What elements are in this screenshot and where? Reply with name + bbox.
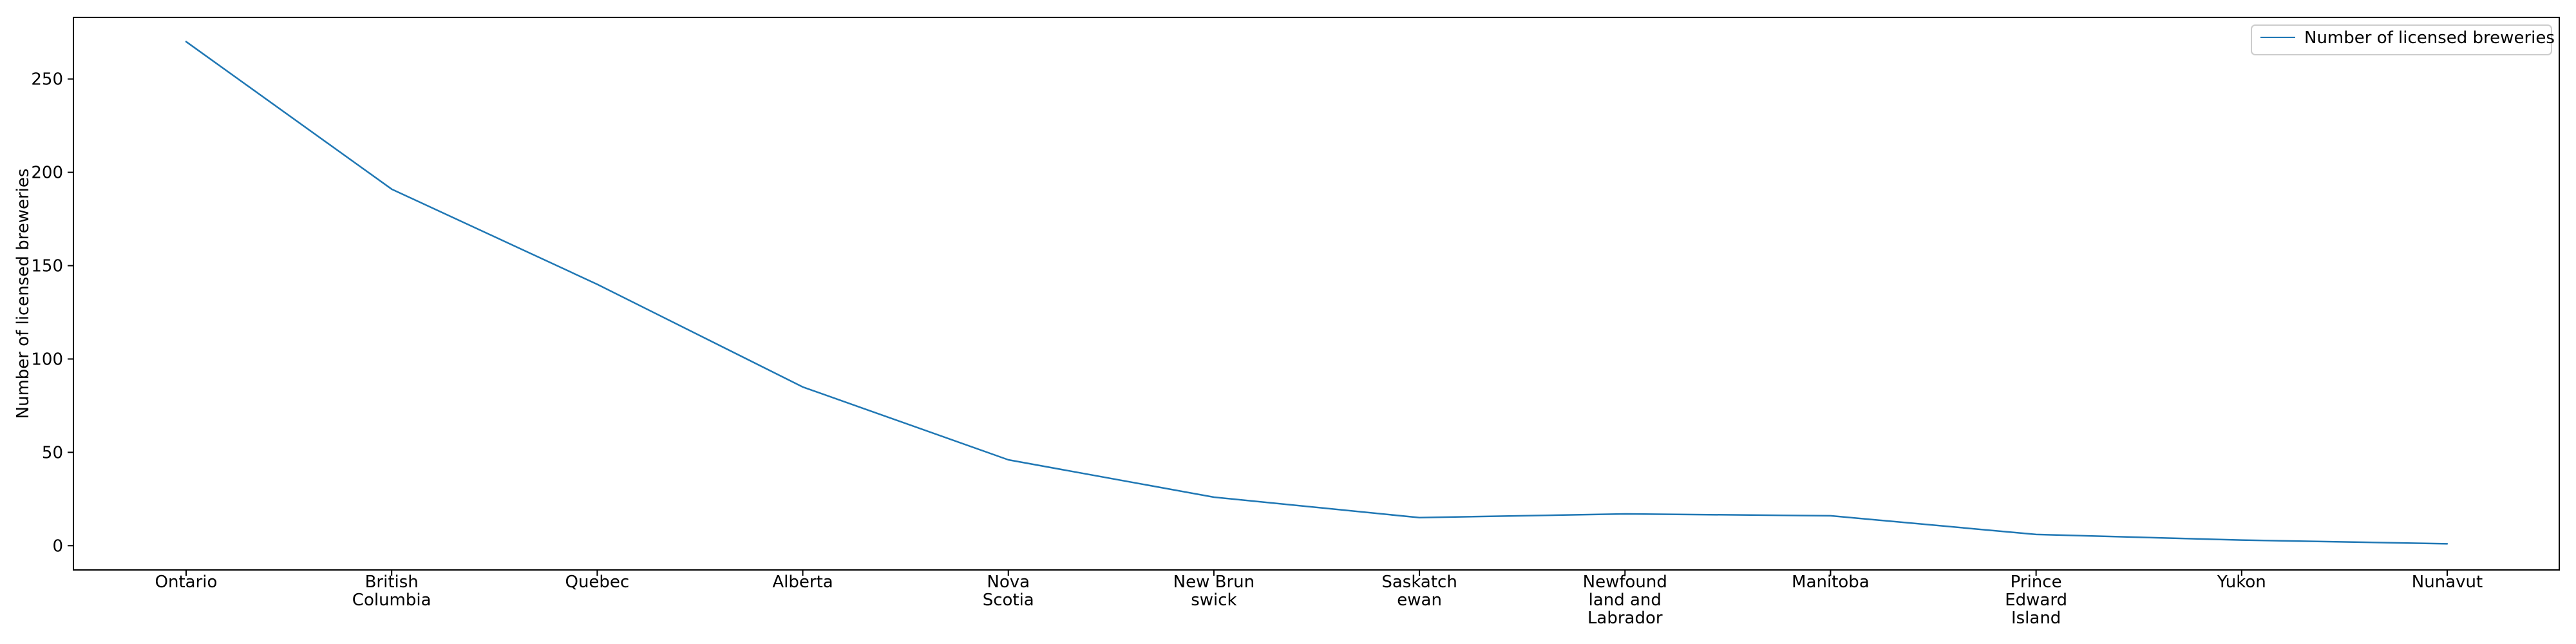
x-tick-label: Manitoba [1792,573,1870,592]
y-tick-label: 50 [42,443,63,462]
legend-box [2251,24,2552,55]
x-tick-label: Saskatch ewan [1381,573,1457,610]
y-tick-label: 100 [31,350,63,369]
y-tick-label: 250 [31,70,63,90]
x-tick-label: Alberta [772,573,833,592]
x-tick-label-line: Prince [2011,573,2062,592]
x-tick-label-line: Scotia [983,591,1034,610]
x-tick-label-line: Island [2011,609,2061,628]
x-tick-label-line: Edward [2005,591,2067,610]
y-tick-label: 0 [52,536,63,556]
y-axis-ticks: 0 50 100 150 200 250 [31,70,73,556]
x-tick-label-line: Yukon [2217,573,2266,592]
x-tick-label: Newfound land and Labrador [1583,573,1667,628]
x-tick-label-line: Manitoba [1792,573,1870,592]
series-layer [185,41,2448,545]
x-tick-label-line: British [365,573,419,592]
x-tick-label: New Brun swick [1173,573,1255,610]
x-tick-label-line: Ontario [155,573,218,592]
x-tick-label-line: Newfound [1583,573,1667,592]
x-tick-label-line: ewan [1397,591,1442,610]
y-axis-title: Number of licensed breweries [14,169,33,419]
x-tick-label-line: swick [1191,591,1236,610]
x-tick-label-line: Alberta [772,573,833,592]
x-tick-label: Prince Edward Island [2005,573,2067,628]
x-tick-label: Quebec [565,573,629,592]
x-tick-label-line: Columbia [352,591,431,610]
x-tick-label-line: Nova [987,573,1030,592]
x-tick-label: Nova Scotia [983,573,1034,610]
x-tick-label-line: Quebec [565,573,629,592]
x-tick-label: Ontario [155,573,218,592]
x-tick-label: British Columbia [352,573,431,610]
x-tick-label-line: Saskatch [1381,573,1457,592]
y-tick-label: 200 [31,164,63,183]
legend: Number of licensed breweries [2251,24,2555,55]
y-tick-label: 150 [31,257,63,276]
x-tick-label-line: Nunavut [2412,573,2483,592]
plot-area [73,17,2560,571]
legend-label: Number of licensed breweries [2304,28,2555,48]
x-tick-label-line: Labrador [1587,609,1663,628]
x-tick-label-line: New Brun [1173,573,1255,592]
x-tick-label: Nunavut [2412,573,2483,592]
series-line [185,41,2448,545]
x-tick-label-line: land and [1589,591,1662,610]
x-tick-label: Yukon [2217,573,2266,592]
